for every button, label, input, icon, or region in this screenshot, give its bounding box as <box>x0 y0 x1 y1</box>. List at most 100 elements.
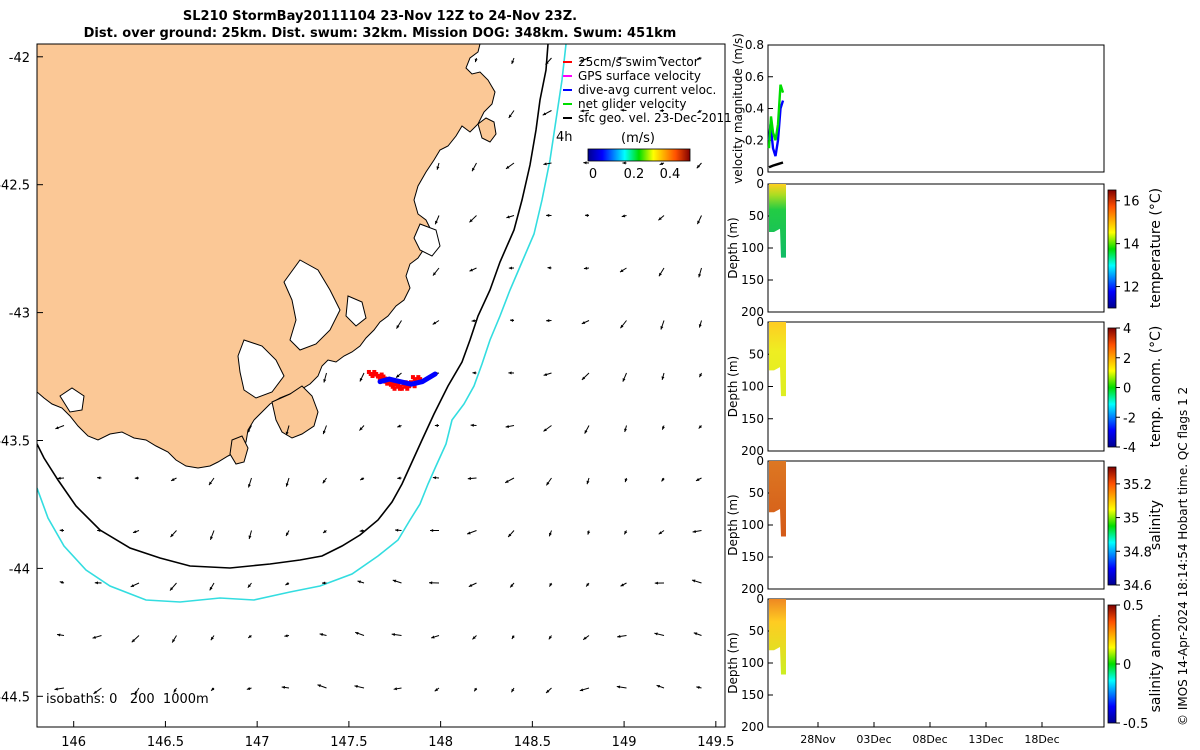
temperature-ytick-label: 150 <box>741 273 764 287</box>
temperature-panel: 0 50 100 150 200 Depth (m) 16 14 12 temperature (… <box>726 177 1164 319</box>
velocity-arrow <box>693 632 702 636</box>
velocity-arrow <box>434 215 440 225</box>
dive-avg-current-track <box>377 371 438 387</box>
velocity-arrow <box>170 477 177 482</box>
salinity-cbar-label: salinity <box>1148 500 1164 550</box>
velocity-arrow <box>395 372 402 378</box>
map-xtick-label: 146.5 <box>147 735 184 750</box>
temperature-cbar-label: temperature (°C) <box>1148 188 1164 308</box>
isobath-1000m <box>37 44 567 603</box>
velocity-arrow <box>209 530 215 541</box>
temp_anom-ylabel: Depth (m) <box>726 356 740 417</box>
velocity-arrow <box>397 476 402 480</box>
salinity-ytick-label: 150 <box>741 550 764 564</box>
velocity-arrow <box>579 687 590 692</box>
velocity-arrow <box>620 582 627 587</box>
temperature-axes-frame <box>767 183 1105 313</box>
velocity-arrow <box>696 162 702 169</box>
velocity-arrow <box>696 686 702 690</box>
velocity-arrow <box>246 687 252 690</box>
velocity-arrow <box>698 372 703 378</box>
map-panel: 146 146.5 147 147.5 148 148.5 149 149.5 -42 -42.5… <box>0 43 734 750</box>
velocity-arrow <box>431 635 440 639</box>
velocity-arrow <box>620 108 627 112</box>
temp_anom-panel: 0 50 100 150 200 Depth (m) 4 2 0 -2 -4 temp. anom. … <box>726 315 1164 458</box>
temperature-cbar-tick-label: 16 <box>1123 195 1140 210</box>
velocity-series-line <box>767 84 785 149</box>
time-xtick-label: 28Nov <box>800 733 836 746</box>
temp_anom-cbar-tick-label: 4 <box>1123 322 1131 337</box>
velocity-arrow <box>542 110 552 116</box>
velocity-arrow <box>580 109 590 113</box>
velocity-arrow <box>436 162 440 170</box>
velocity-arrow <box>654 632 665 636</box>
salinity-ytick-label: 50 <box>749 486 764 500</box>
velocity-arrow <box>506 215 515 219</box>
velocity-arrow <box>92 635 102 639</box>
velocity-arrow <box>660 320 665 330</box>
speed-colorbar <box>587 148 691 162</box>
velocity-arrow <box>617 634 627 638</box>
velocity-arrow <box>434 687 440 692</box>
legend-label: net glider velocity <box>578 97 686 111</box>
velocity-arrow <box>322 529 327 534</box>
salinity-cbar-tick-label: 34.6 <box>1123 579 1152 594</box>
velocity-arrow <box>469 215 477 223</box>
map-ytick-label: -44 <box>9 562 30 577</box>
swim-vector-mark <box>392 386 397 391</box>
velocity-arrow <box>357 580 365 584</box>
velocity-arrow <box>321 581 327 585</box>
velocity-arrow <box>617 56 627 60</box>
map-xtick-label: 149 <box>612 735 637 750</box>
bay-east <box>413 223 441 257</box>
swim-vector-mark <box>399 386 404 391</box>
temp_anom-cbar-tick-label: -4 <box>1123 441 1136 456</box>
velocity-ytick-label: 0.6 <box>745 70 764 84</box>
velocity-arrow <box>247 582 252 588</box>
velocity-arrow <box>661 425 665 430</box>
velocity-arrow <box>471 162 477 172</box>
velocity-arrow <box>319 633 327 637</box>
salinity_anom-ytick-label: 200 <box>741 720 764 734</box>
velocity-arrow <box>659 162 665 166</box>
velocity-arrow <box>657 56 665 60</box>
velocity-arrow <box>134 476 140 480</box>
salinity_anom-ytick-label: 50 <box>749 624 764 638</box>
velocity-axes-frame <box>767 44 1105 173</box>
velocity-arrow <box>504 477 515 484</box>
swim-vector-mark <box>377 376 382 381</box>
velocity-arrow <box>697 109 702 114</box>
salinity-ytick-label: 0 <box>756 454 764 468</box>
temp_anom-ytick-label: 50 <box>749 347 764 361</box>
velocity-arrow <box>543 425 552 432</box>
velocity-arrow <box>583 266 590 270</box>
velocity-arrow <box>624 425 628 433</box>
velocity-arrow <box>285 582 290 586</box>
velocity-arrow <box>130 582 140 588</box>
velocity-arrow <box>583 161 590 165</box>
salinity-cbar-tick-label: 34.8 <box>1123 545 1152 560</box>
velocity-arrow <box>543 372 552 376</box>
velocity-arrow <box>322 477 327 484</box>
salinity_anom-cbar-tick-label: 0 <box>1123 658 1131 673</box>
velocity-arrow <box>432 320 440 325</box>
salinity_anom-ytick-label: 0 <box>756 592 764 606</box>
temperature-ytick-label: 100 <box>741 241 764 255</box>
velocity-arrow <box>432 267 440 276</box>
velocity-arrow <box>247 634 252 639</box>
velocity-arrow <box>169 582 177 591</box>
velocity-arrow <box>505 162 515 170</box>
velocity-arrow <box>654 581 665 585</box>
velocity-arrow <box>392 579 402 584</box>
velocity-arrow <box>587 530 591 535</box>
velocity-arrow <box>429 581 440 585</box>
velocity-arrow <box>543 162 552 166</box>
velocity-arrow <box>322 425 327 435</box>
map-xtick-label: 148.5 <box>514 735 551 750</box>
velocity-arrow <box>393 687 402 691</box>
velocity-arrow <box>545 477 552 486</box>
velocity-arrow <box>579 57 590 62</box>
velocity-arrow <box>354 631 365 636</box>
temp_anom-ytick-label: 150 <box>741 412 764 426</box>
